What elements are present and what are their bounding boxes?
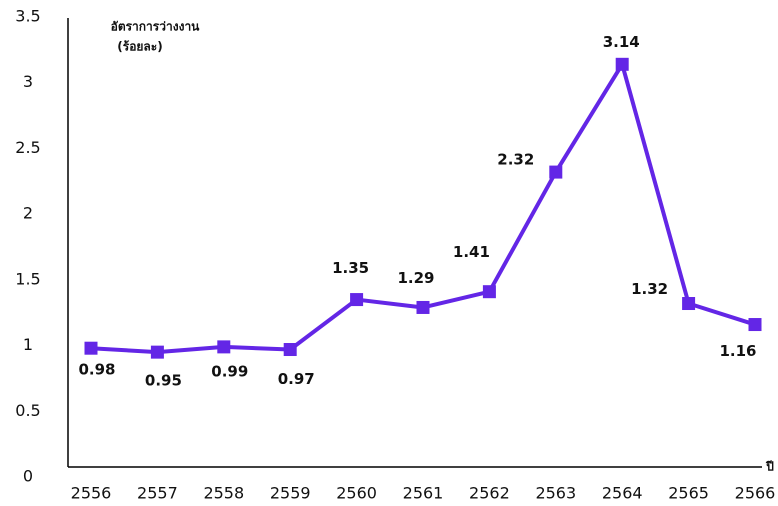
data-label: 1.16	[719, 342, 756, 360]
y-tick-label: 2	[23, 204, 33, 223]
x-tick-label: 2556	[71, 484, 112, 503]
x-tick-label: 2566	[735, 484, 776, 503]
data-label: 2.32	[497, 151, 534, 169]
marker	[350, 293, 364, 307]
x-tick-label: 2564	[602, 484, 643, 503]
y-tick-label: 2.5	[15, 138, 40, 157]
y-tick-label: 0.5	[15, 401, 40, 420]
data-label: 1.41	[453, 243, 490, 261]
data-label: 1.29	[397, 269, 434, 287]
x-tick-label: 2560	[336, 484, 377, 503]
y-tick-label: 1.5	[15, 269, 40, 288]
marker	[416, 300, 430, 314]
marker	[84, 341, 98, 355]
data-label: 1.32	[631, 280, 668, 298]
marker	[217, 340, 231, 354]
y-tick-label: 1	[23, 335, 33, 354]
y-tick-label: 0	[23, 467, 33, 486]
x-tick-label: 2563	[535, 484, 576, 503]
marker	[482, 285, 496, 299]
data-label: 0.97	[278, 370, 315, 388]
marker	[283, 343, 297, 357]
y-tick-label: 3.5	[15, 7, 40, 26]
x-tick-label: 2558	[203, 484, 244, 503]
y-axis-label: อัตราการว่างงาน	[111, 20, 201, 34]
x-tick-label: 2561	[403, 484, 444, 503]
marker	[615, 57, 629, 71]
marker	[549, 165, 563, 179]
data-label: 0.98	[78, 361, 115, 379]
data-label: 3.14	[603, 33, 640, 51]
x-tick-label: 2565	[668, 484, 709, 503]
x-axis-label: ปี	[766, 460, 775, 474]
y-axis-label: (ร้อยละ)	[117, 40, 162, 54]
data-label: 1.35	[332, 259, 369, 277]
x-tick-label: 2557	[137, 484, 178, 503]
x-tick-label: 2559	[270, 484, 311, 503]
x-tick-label: 2562	[469, 484, 510, 503]
marker	[748, 318, 762, 332]
marker	[682, 297, 696, 311]
data-label: 0.99	[211, 362, 248, 380]
marker	[150, 345, 164, 359]
y-tick-label: 3	[23, 72, 33, 91]
data-label: 0.95	[145, 372, 182, 390]
